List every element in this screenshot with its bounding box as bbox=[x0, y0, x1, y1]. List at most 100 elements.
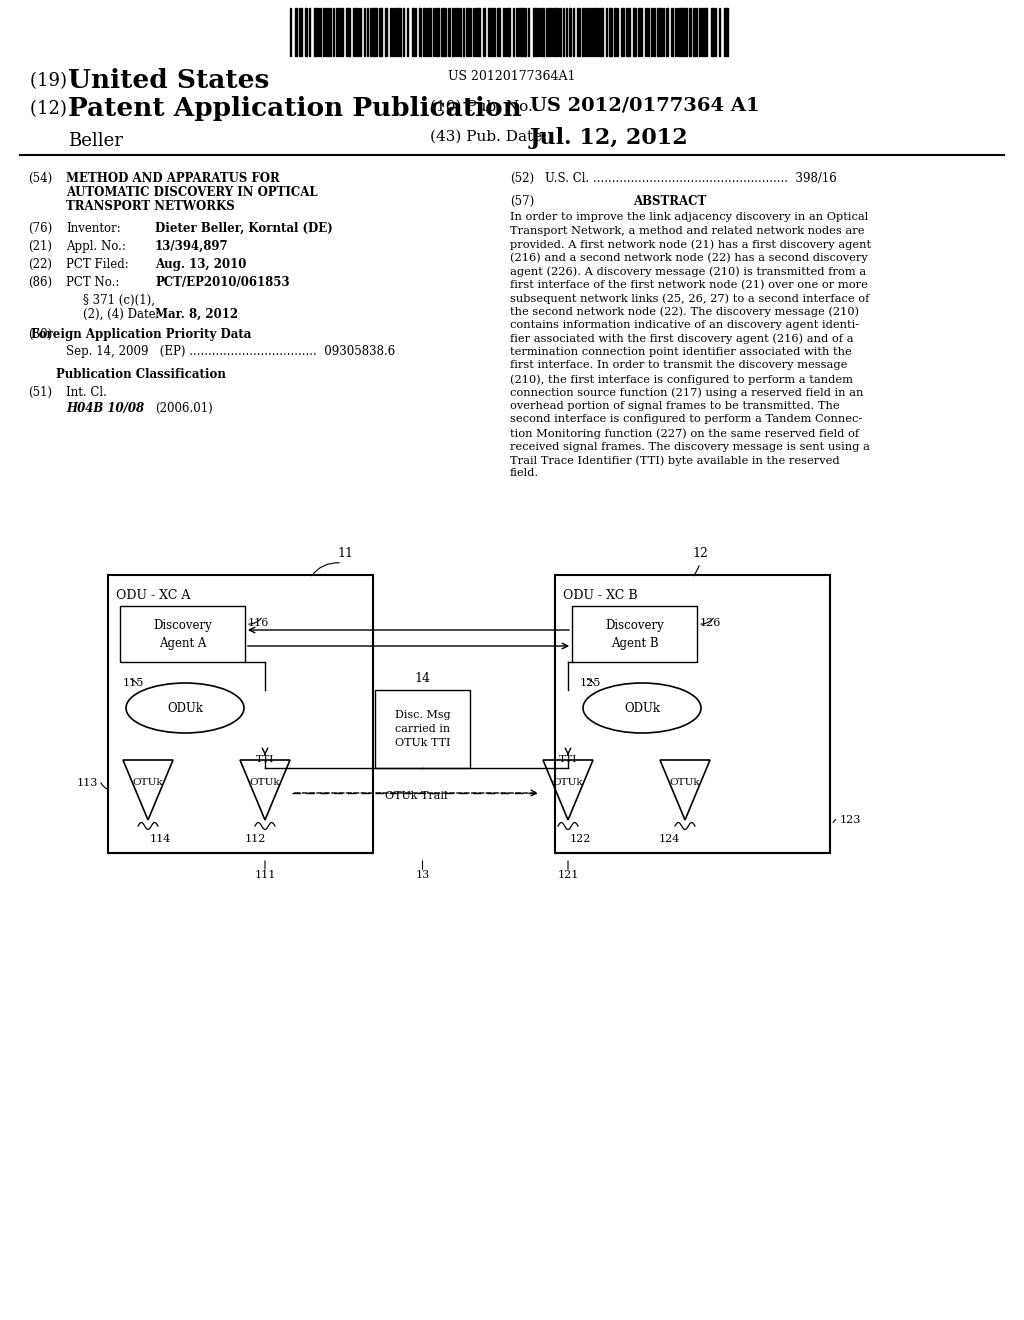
Bar bbox=[559, 8, 561, 55]
Text: 126: 126 bbox=[700, 618, 721, 628]
Bar bbox=[520, 8, 523, 55]
Bar bbox=[452, 8, 454, 55]
Text: (21): (21) bbox=[28, 240, 52, 253]
Bar bbox=[653, 8, 655, 55]
Text: 13/394,897: 13/394,897 bbox=[155, 240, 228, 253]
Text: Jul. 12, 2012: Jul. 12, 2012 bbox=[530, 127, 689, 149]
Text: contains information indicative of an discovery agent identi-: contains information indicative of an di… bbox=[510, 319, 859, 330]
Bar bbox=[666, 8, 668, 55]
Text: ODU - XC A: ODU - XC A bbox=[116, 589, 190, 602]
Bar bbox=[600, 8, 603, 55]
Bar bbox=[449, 8, 450, 55]
Text: PCT Filed:: PCT Filed: bbox=[66, 257, 129, 271]
Text: Appl. No.:: Appl. No.: bbox=[66, 240, 126, 253]
Text: subsequent network links (25, 26, 27) to a second interface of: subsequent network links (25, 26, 27) to… bbox=[510, 293, 869, 304]
Bar bbox=[339, 8, 341, 55]
Text: (210), the first interface is configured to perform a tandem: (210), the first interface is configured… bbox=[510, 374, 853, 384]
Bar bbox=[724, 8, 728, 55]
Text: OTUk: OTUk bbox=[670, 779, 700, 787]
Text: 116: 116 bbox=[248, 618, 269, 628]
Text: US 20120177364A1: US 20120177364A1 bbox=[449, 70, 575, 83]
Bar bbox=[483, 8, 485, 55]
Bar bbox=[569, 8, 571, 55]
Bar bbox=[428, 8, 431, 55]
Bar bbox=[396, 8, 399, 55]
Text: OTUk: OTUk bbox=[133, 779, 163, 787]
Bar bbox=[419, 8, 421, 55]
Text: first interface of the first network node (21) over one or more: first interface of the first network nod… bbox=[510, 280, 868, 290]
Bar bbox=[441, 8, 444, 55]
Text: second interface is configured to perform a Tandem Connec-: second interface is configured to perfor… bbox=[510, 414, 862, 425]
Bar bbox=[684, 8, 687, 55]
Bar bbox=[689, 8, 691, 55]
Bar bbox=[437, 8, 439, 55]
Bar bbox=[572, 606, 697, 663]
Bar bbox=[385, 8, 387, 55]
Text: fier associated with the first discovery agent (216) and of a: fier associated with the first discovery… bbox=[510, 334, 853, 345]
Bar bbox=[548, 8, 551, 55]
Text: (57): (57) bbox=[510, 195, 535, 209]
Text: Mar. 8, 2012: Mar. 8, 2012 bbox=[155, 308, 239, 321]
Text: (51): (51) bbox=[28, 385, 52, 399]
Text: 122: 122 bbox=[570, 834, 592, 843]
Text: Discovery
Agent B: Discovery Agent B bbox=[605, 619, 664, 649]
Text: (12): (12) bbox=[30, 100, 73, 117]
Text: In order to improve the link adjacency discovery in an Optical: In order to improve the link adjacency d… bbox=[510, 213, 868, 222]
Text: 113: 113 bbox=[77, 777, 98, 788]
Text: ODU - XC B: ODU - XC B bbox=[563, 589, 638, 602]
Bar bbox=[346, 8, 350, 55]
Text: Disc. Msg
carried in
OTUk TTI: Disc. Msg carried in OTUk TTI bbox=[394, 710, 451, 748]
Text: Discovery
Agent A: Discovery Agent A bbox=[154, 619, 212, 649]
Text: 111: 111 bbox=[254, 870, 275, 880]
Bar bbox=[645, 8, 647, 55]
Bar bbox=[711, 8, 714, 55]
Text: Int. Cl.: Int. Cl. bbox=[66, 385, 106, 399]
Text: (86): (86) bbox=[28, 276, 52, 289]
Text: overhead portion of signal frames to be transmitted. The: overhead portion of signal frames to be … bbox=[510, 401, 840, 411]
Text: agent (226). A discovery message (210) is transmitted from a: agent (226). A discovery message (210) i… bbox=[510, 267, 866, 277]
Text: provided. A first network node (21) has a first discovery agent: provided. A first network node (21) has … bbox=[510, 239, 871, 249]
Text: US 2012/0177364 A1: US 2012/0177364 A1 bbox=[530, 96, 760, 114]
Text: tion Monitoring function (227) on the same reserved field of: tion Monitoring function (227) on the sa… bbox=[510, 428, 859, 438]
Text: (19): (19) bbox=[30, 73, 73, 90]
Bar bbox=[554, 8, 558, 55]
Bar bbox=[693, 8, 695, 55]
Text: 112: 112 bbox=[245, 834, 266, 843]
Text: field.: field. bbox=[510, 469, 539, 479]
Bar bbox=[638, 8, 640, 55]
Text: connection source function (217) using a reserved field in an: connection source function (217) using a… bbox=[510, 388, 863, 399]
Bar bbox=[621, 8, 624, 55]
Text: 13: 13 bbox=[416, 870, 430, 880]
Bar bbox=[591, 8, 593, 55]
Text: 125: 125 bbox=[580, 678, 601, 688]
Text: § 371 (c)(1),: § 371 (c)(1), bbox=[83, 294, 155, 308]
Text: 14: 14 bbox=[415, 672, 430, 685]
Bar bbox=[542, 8, 544, 55]
Bar bbox=[609, 8, 612, 55]
Text: OTUk Trail: OTUk Trail bbox=[385, 791, 447, 801]
Text: the second network node (22). The discovery message (210): the second network node (22). The discov… bbox=[510, 306, 859, 317]
Text: 114: 114 bbox=[150, 834, 171, 843]
Text: METHOD AND APPARATUS FOR: METHOD AND APPARATUS FOR bbox=[66, 172, 280, 185]
Text: U.S. Cl. ....................................................  398/16: U.S. Cl. ...............................… bbox=[545, 172, 837, 185]
Text: Transport Network, a method and related network nodes are: Transport Network, a method and related … bbox=[510, 226, 864, 235]
Text: (2), (4) Date:: (2), (4) Date: bbox=[83, 308, 160, 321]
Bar bbox=[314, 8, 317, 55]
Text: 123: 123 bbox=[840, 814, 861, 825]
Bar bbox=[379, 8, 382, 55]
Bar bbox=[373, 8, 377, 55]
Bar bbox=[614, 8, 616, 55]
Text: ODUk: ODUk bbox=[167, 701, 203, 714]
Text: AUTOMATIC DISCOVERY IN OPTICAL: AUTOMATIC DISCOVERY IN OPTICAL bbox=[66, 186, 317, 199]
Bar bbox=[336, 8, 338, 55]
Bar bbox=[325, 8, 327, 55]
Text: H04B 10/08: H04B 10/08 bbox=[66, 403, 144, 414]
Bar bbox=[355, 8, 357, 55]
Text: Aug. 13, 2010: Aug. 13, 2010 bbox=[155, 257, 247, 271]
Bar bbox=[679, 8, 683, 55]
Text: 12: 12 bbox=[692, 546, 708, 560]
Text: PCT No.:: PCT No.: bbox=[66, 276, 120, 289]
Text: Inventor:: Inventor: bbox=[66, 222, 121, 235]
Bar bbox=[455, 8, 457, 55]
Bar bbox=[705, 8, 707, 55]
